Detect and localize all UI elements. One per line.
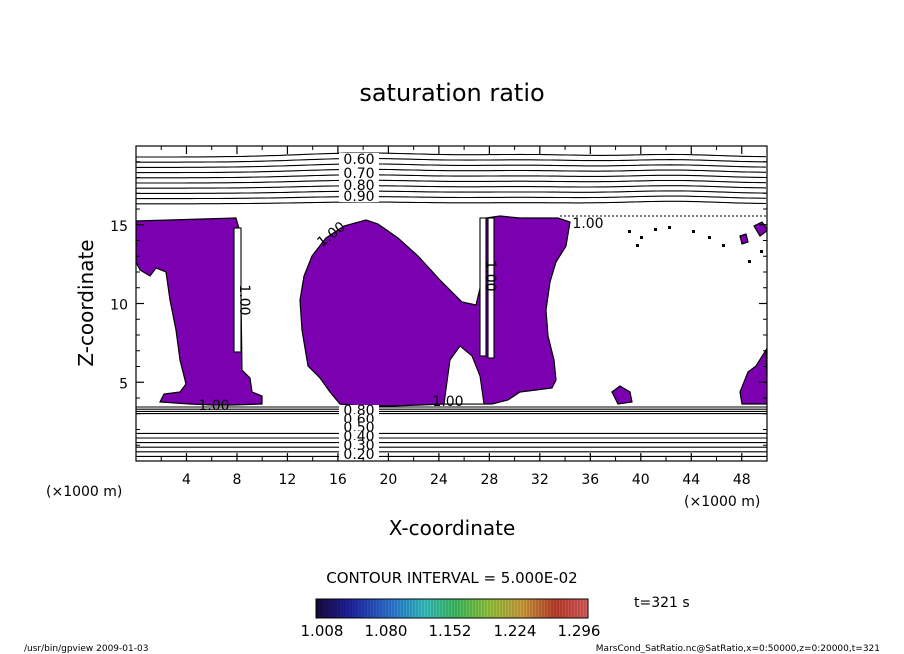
x-axis-label: X-coordinate bbox=[389, 516, 516, 540]
upper-contour-line bbox=[136, 163, 767, 168]
label-bg bbox=[339, 190, 379, 202]
x-tick-label: 44 bbox=[682, 472, 700, 488]
plot-area: 0.600.700.800.900.800.600.500.400.300.20… bbox=[136, 152, 767, 463]
x-tick-label: 8 bbox=[232, 472, 241, 488]
label-bg bbox=[339, 414, 379, 425]
x-unit-label: (×1000 m) bbox=[684, 494, 760, 510]
lower-contour-label: 0.20 bbox=[343, 447, 374, 463]
upper-contour-line bbox=[136, 200, 767, 205]
contour-labels: 0.600.700.800.900.800.600.500.400.300.20… bbox=[198, 152, 763, 463]
x-tick-label: 28 bbox=[480, 472, 498, 488]
colorbar-tick-label: 1.296 bbox=[558, 622, 601, 640]
upper-contour-line bbox=[136, 152, 767, 158]
y-tick-label: 10 bbox=[110, 298, 128, 314]
x-tick-label: 40 bbox=[632, 472, 650, 488]
contour-speck bbox=[692, 230, 695, 233]
label-bg bbox=[339, 405, 379, 416]
upper-contour-line bbox=[136, 185, 767, 189]
lower-contour-lines bbox=[136, 406, 767, 461]
contour-speck bbox=[628, 230, 631, 233]
upper-contour-line bbox=[136, 190, 767, 194]
gap-mid-a bbox=[479, 217, 487, 357]
label-bg bbox=[339, 440, 379, 451]
contour-interval: CONTOUR INTERVAL = 5.000E-02 bbox=[326, 569, 577, 587]
y-tick-label: 5 bbox=[119, 376, 128, 392]
x-tick-label: 24 bbox=[430, 472, 448, 488]
vertical-gaps bbox=[233, 217, 495, 405]
contour-speck bbox=[640, 236, 643, 239]
x-tick-label: 20 bbox=[379, 472, 397, 488]
footer-right: MarsCond_SatRatio.nc@SatRatio,x=0:50000,… bbox=[596, 644, 880, 654]
colorbar-stripes bbox=[317, 600, 586, 617]
x-tick-label: 16 bbox=[329, 472, 347, 488]
label-bg bbox=[339, 422, 379, 433]
gap-mid-b bbox=[487, 217, 495, 359]
contour-speck bbox=[708, 236, 711, 239]
colorbar-tick-label: 1.008 bbox=[301, 622, 344, 640]
saturation-contour-label: 1.00 bbox=[236, 284, 252, 315]
footer-left: /usr/bin/gpview 2009-01-03 bbox=[24, 644, 148, 654]
gap-left bbox=[233, 227, 242, 353]
label-bg bbox=[339, 153, 379, 165]
upper-contour-line bbox=[136, 195, 767, 200]
supersaturated-regions bbox=[136, 215, 767, 407]
x-tick-label: 48 bbox=[733, 472, 751, 488]
colorbar: 1.008 1.080 1.152 1.224 1.296 bbox=[301, 598, 601, 640]
region-dome bbox=[299, 215, 571, 407]
upper-contour-label: 0.90 bbox=[343, 189, 374, 205]
y-unit-label: (×1000 m) bbox=[46, 484, 122, 500]
region-dots bbox=[739, 221, 767, 245]
saturation-contour-label: 1.00 bbox=[432, 394, 463, 410]
upper-contour-line bbox=[136, 157, 767, 163]
contour-speck bbox=[636, 244, 639, 247]
contour-speck bbox=[722, 244, 725, 247]
contour-speck bbox=[748, 260, 751, 263]
colorbar-ticks: 1.008 1.080 1.152 1.224 1.296 bbox=[301, 622, 601, 640]
colorbar-tick-label: 1.224 bbox=[494, 622, 537, 640]
label-bg bbox=[339, 167, 379, 179]
upper-contour-line bbox=[136, 179, 767, 184]
x-tick-label: 12 bbox=[279, 472, 297, 488]
region-right-cells bbox=[611, 385, 633, 405]
time-label: t=321 s bbox=[634, 595, 690, 611]
contour-speck bbox=[654, 228, 657, 231]
chart-title: saturation ratio bbox=[359, 79, 544, 107]
label-bg bbox=[339, 449, 379, 460]
upper-contour-line bbox=[136, 174, 767, 179]
colorbar-tick-label: 1.080 bbox=[365, 622, 408, 640]
saturation-contour-label: 1.00 bbox=[482, 260, 498, 291]
x-tick-label: 4 bbox=[182, 472, 191, 488]
contour-speck bbox=[760, 250, 763, 253]
contour-speck bbox=[668, 226, 671, 229]
y-axis-ticks: 5 10 15 bbox=[110, 161, 767, 446]
region-right-edge bbox=[739, 348, 767, 405]
colorbar-gradient bbox=[315, 598, 589, 619]
upper-contour-line bbox=[136, 168, 767, 174]
upper-contour-label: 0.70 bbox=[343, 166, 374, 182]
x-tick-label: 32 bbox=[531, 472, 549, 488]
y-axis-label: Z-coordinate bbox=[74, 239, 98, 366]
saturation-contour-label: 1.00 bbox=[198, 398, 229, 414]
x-tick-label: 36 bbox=[581, 472, 599, 488]
y-tick-label: 15 bbox=[110, 219, 128, 235]
upper-contour-label: 0.60 bbox=[343, 152, 374, 168]
label-bg bbox=[339, 179, 379, 191]
label-bg bbox=[339, 431, 379, 442]
region-left-column bbox=[136, 217, 263, 406]
gap-bottom bbox=[443, 345, 485, 405]
colorbar-tick-label: 1.152 bbox=[429, 622, 472, 640]
saturation-contour-label: 1.00 bbox=[572, 216, 603, 232]
upper-contour-lines bbox=[136, 152, 767, 217]
x-axis-ticks: 4 8 12 16 20 24 28 32 36 40 44 48 bbox=[160, 146, 751, 488]
